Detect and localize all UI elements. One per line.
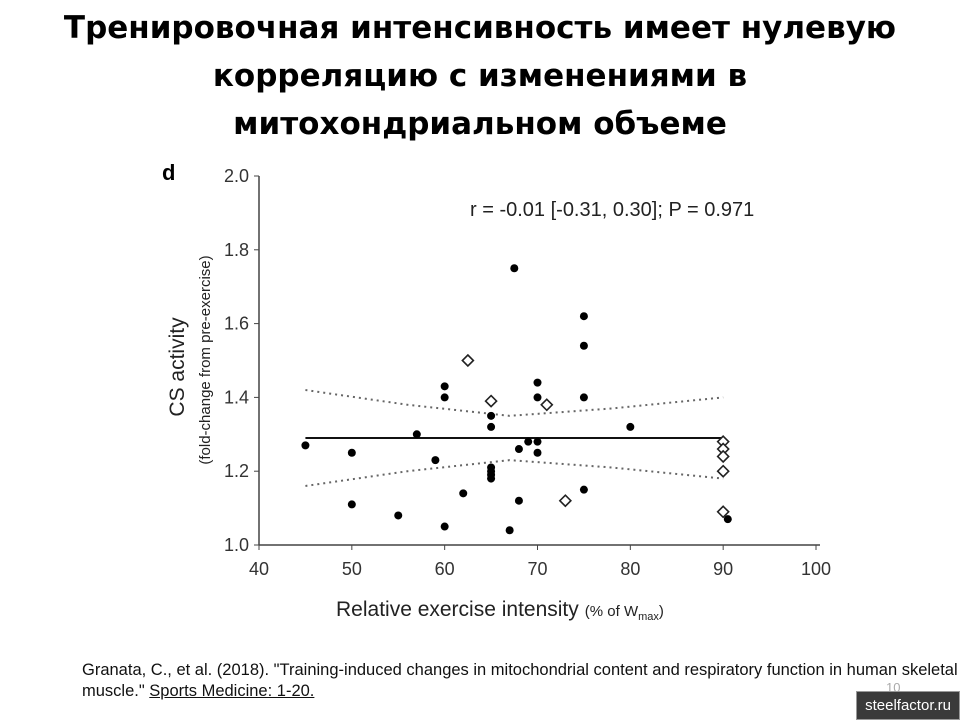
y-tick-label: 1.8 (224, 240, 249, 260)
watermark: steelfactor.ru (856, 691, 960, 720)
x-axis-label-main: Relative exercise intensity (336, 598, 579, 621)
x-axis-label: Relative exercise intensity (% of Wmax) (336, 598, 664, 623)
y-tick-label: 1.0 (224, 535, 249, 555)
citation: Granata, C., et al. (2018). "Training-in… (82, 660, 960, 702)
data-point-filled (301, 441, 310, 450)
data-point-open (716, 449, 730, 464)
title-line: митохондриальном объеме (233, 106, 727, 142)
data-point-filled (505, 526, 514, 535)
data-point-filled (431, 456, 440, 465)
data-point-filled (412, 430, 421, 439)
data-point-filled (579, 485, 588, 494)
citation-text: Granata, C., et al. (2018). "Training-in… (82, 661, 958, 700)
data-point-filled (533, 378, 542, 387)
slide-title: Тренировочная интенсивность имеет нулеву… (0, 4, 960, 148)
data-point-open (540, 398, 554, 412)
citation-journal: Sports Medicine: 1-20. (149, 682, 315, 700)
data-point-filled (524, 437, 533, 446)
x-tick-label: 70 (527, 559, 547, 579)
data-point-filled (459, 489, 468, 498)
data-point-filled (487, 411, 496, 420)
y-axis-sublabel: (fold-change from pre-exercise) (197, 255, 214, 464)
data-point-filled (394, 511, 403, 520)
data-point-filled (626, 422, 635, 431)
panel-label: d (162, 160, 175, 185)
data-point-filled (533, 448, 542, 457)
ci-upper-line (305, 389, 724, 417)
data-point-open (716, 464, 730, 478)
x-tick-label: 50 (342, 559, 362, 579)
x-tick-label: 60 (435, 559, 455, 579)
x-tick-label: 80 (620, 559, 640, 579)
data-point-filled (514, 445, 523, 454)
data-point-filled (579, 312, 588, 321)
x-tick-label: 40 (249, 559, 269, 579)
data-point-open (716, 505, 730, 519)
data-point-filled (510, 264, 519, 273)
correlation-annotation: r = -0.01 [-0.31, 0.30]; P = 0.971 (470, 199, 754, 221)
scatter-chart: d r = -0.01 [-0.31, 0.30]; P = 0.971 40 5… (162, 160, 831, 623)
data-point-filled (347, 448, 356, 457)
data-point-filled (579, 341, 588, 350)
data-point-filled (533, 437, 542, 446)
y-tick-label: 1.6 (224, 314, 249, 334)
y-tick-label: 1.2 (224, 461, 249, 481)
y-axis-label: CS activity (166, 317, 189, 417)
y-tick-label: 1.4 (224, 387, 249, 407)
data-point-filled (487, 474, 496, 483)
data-point-filled (487, 422, 496, 431)
x-axis-label-suffix: (% of W (585, 603, 639, 620)
data-point-filled (579, 393, 588, 402)
data-point-filled (440, 393, 449, 402)
data-point-open (558, 494, 572, 508)
x-tick-label: 90 (713, 559, 733, 579)
ci-lower-line (305, 459, 724, 487)
data-point-filled (347, 500, 356, 509)
title-line: корреляцию с изменениями в (212, 58, 748, 94)
x-tick-label: 100 (801, 559, 831, 579)
data-point-filled (440, 522, 449, 531)
x-axis-label-sub: max (638, 611, 659, 623)
data-point-open (484, 394, 498, 408)
y-tick-label: 2.0 (224, 166, 249, 186)
data-point-filled (514, 496, 523, 505)
data-point-filled (533, 393, 542, 402)
data-point-filled (723, 515, 732, 524)
title-line: Тренировочная интенсивность имеет нулеву… (63, 10, 897, 46)
data-point-filled (440, 382, 449, 391)
data-point-open (461, 353, 475, 368)
